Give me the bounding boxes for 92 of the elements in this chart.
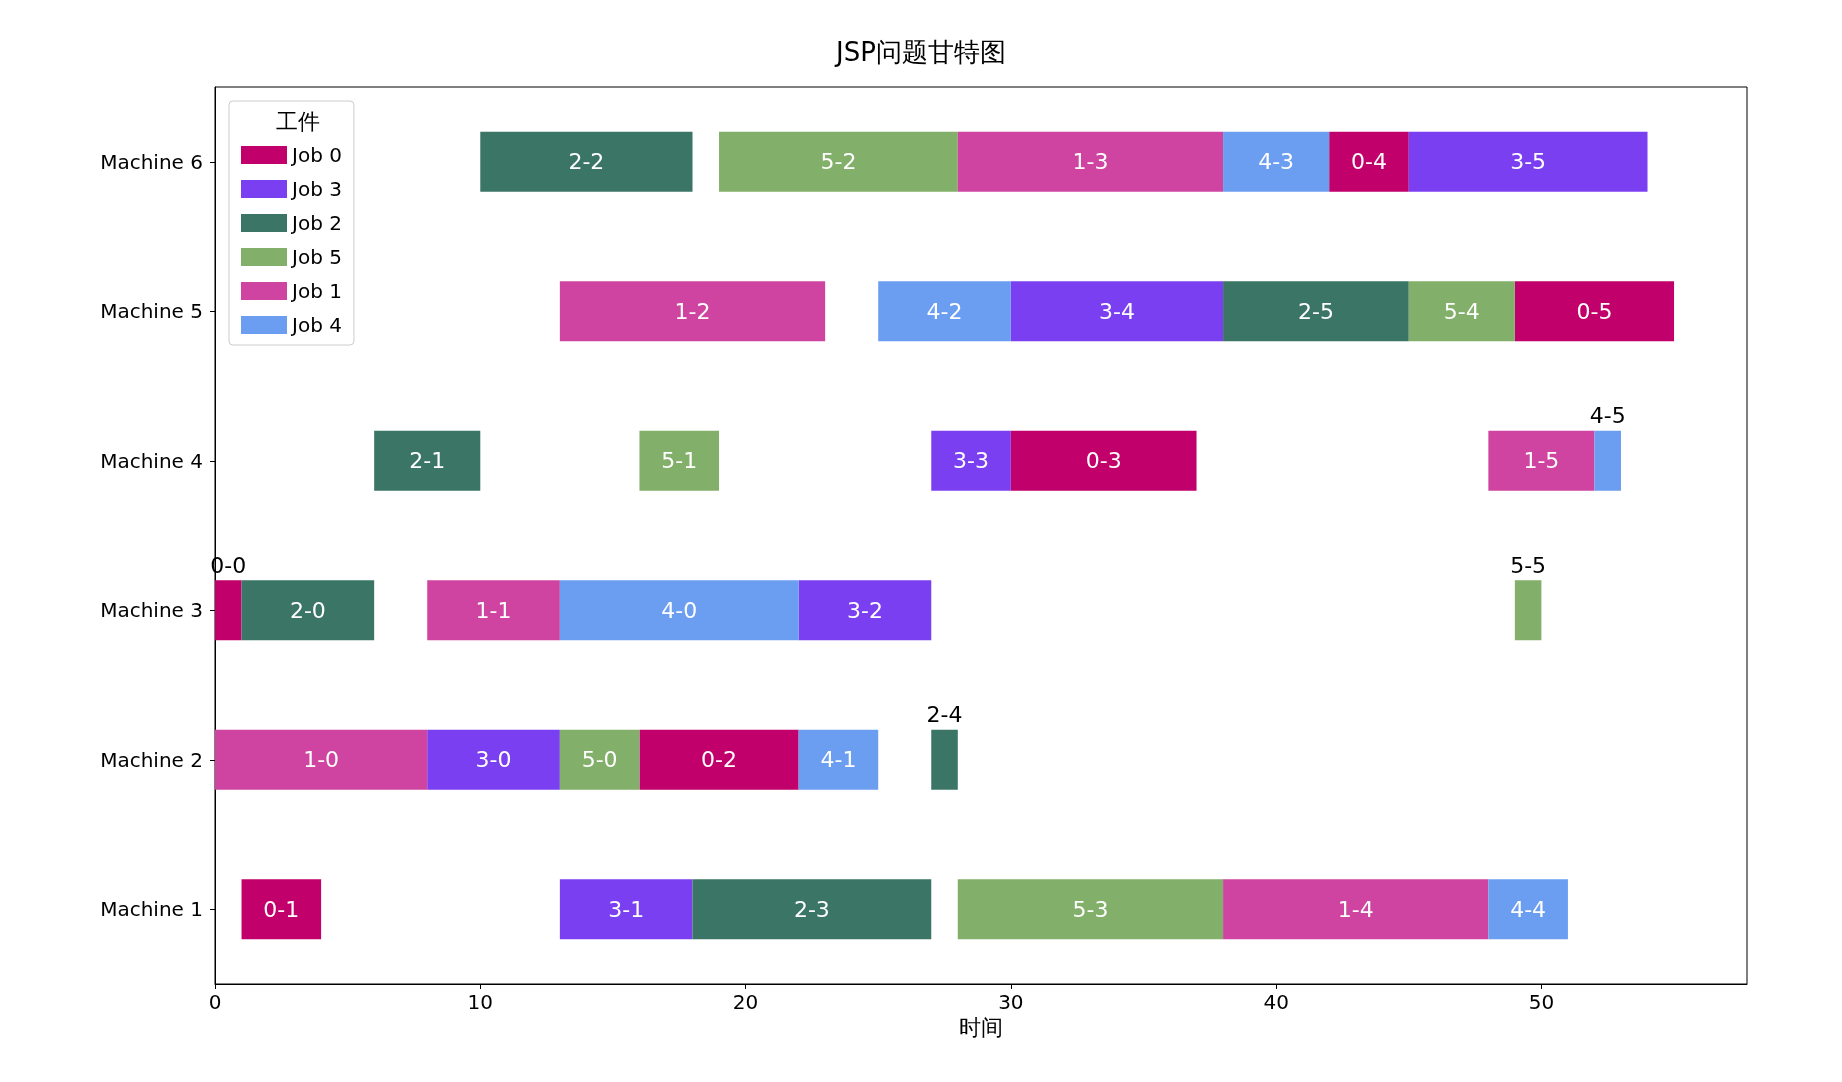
chart-title: JSP问题甘特图 bbox=[834, 37, 1006, 67]
bar bbox=[427, 729, 560, 790]
data-label: 0-4 bbox=[1351, 149, 1387, 175]
legend-title: 工件 bbox=[276, 108, 320, 134]
bar bbox=[241, 580, 375, 641]
data-label: 3-3 bbox=[953, 448, 990, 474]
x-tick-label: 20 bbox=[732, 990, 759, 1014]
data-label: 2-1 bbox=[409, 448, 446, 474]
data-label: 1-4 bbox=[1337, 896, 1374, 922]
bar bbox=[1223, 879, 1489, 940]
bar bbox=[1223, 131, 1330, 192]
y-tick-label: Machine 3 bbox=[100, 598, 203, 623]
legend-label: Job 1 bbox=[290, 279, 342, 303]
x-tick-label: 0 bbox=[208, 990, 222, 1014]
data-label: 3-0 bbox=[475, 747, 512, 773]
bar bbox=[1408, 131, 1648, 192]
bar bbox=[215, 580, 242, 641]
data-label: 4-4 bbox=[1510, 896, 1547, 922]
bar bbox=[1488, 879, 1568, 940]
legend-label: Job 3 bbox=[290, 177, 342, 201]
bar bbox=[1488, 430, 1595, 491]
data-label: 2-4 bbox=[926, 702, 963, 728]
bar bbox=[1514, 580, 1542, 641]
data-label: 5-2 bbox=[820, 149, 857, 175]
data-label: 1-1 bbox=[475, 597, 512, 623]
y-tick-label: Machine 4 bbox=[100, 448, 203, 473]
data-label: 3-1 bbox=[608, 896, 645, 922]
bar bbox=[798, 580, 932, 641]
bar bbox=[1010, 281, 1224, 342]
bar bbox=[1329, 131, 1409, 192]
data-label: 4-3 bbox=[1258, 149, 1295, 175]
data-label: 3-5 bbox=[1510, 149, 1547, 175]
data-label: 2-0 bbox=[289, 597, 326, 623]
data-label: 3-2 bbox=[846, 597, 883, 623]
legend-label: Job 2 bbox=[290, 211, 342, 235]
bar bbox=[1514, 281, 1675, 342]
bar bbox=[241, 879, 322, 940]
legend-label: Job 0 bbox=[290, 143, 342, 167]
legend-label: Job 5 bbox=[290, 245, 342, 269]
y-tick-label: Machine 5 bbox=[100, 299, 203, 324]
bar bbox=[1010, 430, 1197, 491]
data-label: 1-0 bbox=[303, 747, 340, 773]
data-label: 1-2 bbox=[674, 298, 711, 324]
bar bbox=[1223, 281, 1409, 342]
data-label: 0-3 bbox=[1085, 448, 1122, 474]
bar bbox=[427, 580, 560, 641]
bar bbox=[559, 580, 799, 641]
data-label: 1-5 bbox=[1523, 448, 1560, 474]
data-label: 4-5 bbox=[1589, 403, 1626, 429]
bar bbox=[798, 729, 879, 790]
bar bbox=[957, 879, 1224, 940]
bar bbox=[559, 879, 693, 940]
x-tick-label: 30 bbox=[998, 990, 1024, 1014]
bar bbox=[215, 729, 428, 790]
y-tick-label: Machine 2 bbox=[100, 747, 203, 772]
data-label: 0-2 bbox=[701, 747, 737, 773]
bar bbox=[692, 879, 932, 940]
data-label: 4-0 bbox=[661, 597, 698, 623]
data-label: 5-1 bbox=[661, 448, 698, 474]
bar bbox=[480, 131, 693, 192]
data-label: 3-4 bbox=[1098, 298, 1135, 324]
data-label: 2-2 bbox=[568, 149, 605, 175]
data-label: 1-3 bbox=[1072, 149, 1109, 175]
data-label: 5-4 bbox=[1443, 298, 1480, 324]
bar bbox=[719, 131, 958, 192]
data-label: 0-1 bbox=[263, 896, 300, 922]
x-tick-label: 50 bbox=[1528, 990, 1555, 1014]
bar bbox=[559, 281, 826, 342]
bar bbox=[878, 281, 1011, 342]
bar bbox=[639, 729, 799, 790]
data-label: 4-2 bbox=[926, 298, 963, 324]
bar bbox=[957, 131, 1224, 192]
legend-label: Job 4 bbox=[290, 313, 342, 337]
bar bbox=[931, 729, 958, 790]
bar bbox=[931, 430, 1011, 491]
data-label: 4-1 bbox=[820, 747, 857, 773]
bar bbox=[1408, 281, 1515, 342]
y-tick-label: Machine 6 bbox=[100, 149, 203, 174]
bar bbox=[639, 430, 720, 491]
bar bbox=[1594, 430, 1621, 491]
data-label: 0-5 bbox=[1576, 298, 1613, 324]
x-axis-title: 时间 bbox=[959, 1015, 1003, 1041]
data-label: 2-3 bbox=[793, 896, 830, 922]
bar bbox=[374, 430, 481, 491]
data-label: 5-0 bbox=[581, 747, 618, 773]
data-label: 5-5 bbox=[1510, 552, 1547, 578]
data-label: 5-3 bbox=[1072, 896, 1109, 922]
x-tick-label: 40 bbox=[1263, 990, 1289, 1014]
bar bbox=[559, 729, 640, 790]
x-tick-label: 10 bbox=[467, 990, 494, 1014]
data-label: 2-5 bbox=[1297, 298, 1334, 324]
y-tick-label: Machine 1 bbox=[100, 897, 203, 922]
